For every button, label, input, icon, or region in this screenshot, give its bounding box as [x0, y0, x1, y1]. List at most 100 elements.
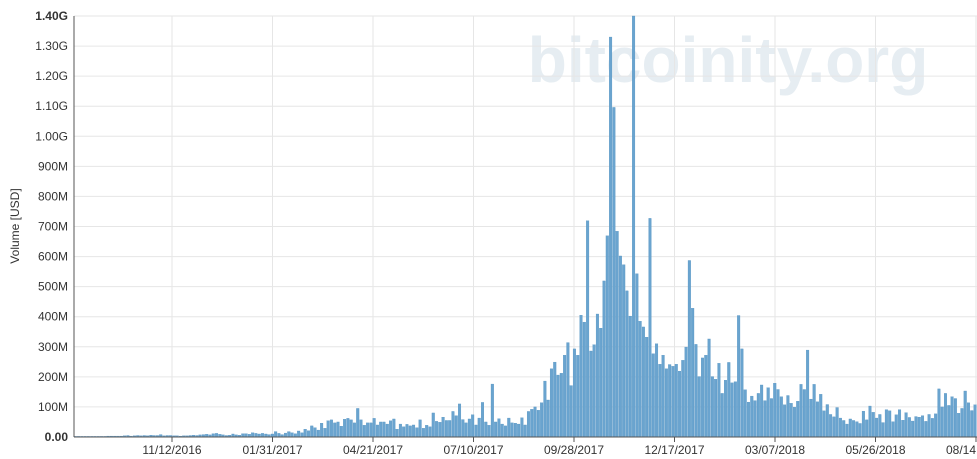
volume-bar	[336, 421, 340, 438]
volume-bar	[471, 414, 475, 438]
volume-bar	[507, 417, 511, 438]
volume-bar	[435, 421, 439, 438]
volume-bar	[632, 15, 636, 438]
volume-bar	[737, 315, 741, 438]
volume-bar	[316, 429, 320, 438]
volume-bar	[937, 388, 941, 438]
volume-bar	[520, 417, 524, 438]
volume-bar	[283, 432, 287, 438]
volume-bar	[875, 417, 879, 438]
volume-bar	[753, 400, 757, 438]
volume-bar	[582, 321, 586, 438]
volume-bar	[530, 409, 534, 438]
volume-bar	[484, 421, 488, 438]
volume-bar	[595, 313, 599, 438]
volume-bar	[510, 422, 514, 438]
volume-bar	[277, 433, 281, 438]
volume-bar	[835, 407, 839, 438]
volume-bar	[523, 424, 527, 438]
volume-bar	[842, 420, 846, 438]
volume-bar	[586, 220, 590, 438]
volume-bar	[868, 405, 872, 438]
volume-bar	[756, 393, 760, 438]
volume-bar	[664, 368, 668, 438]
volume-bar	[274, 431, 278, 438]
volume-bar	[533, 406, 537, 438]
volume-bar	[566, 342, 570, 438]
volume-bar	[487, 425, 491, 438]
y-tick-label: 0.00	[45, 430, 69, 444]
volume-bar	[549, 368, 553, 438]
volume-bar	[313, 427, 317, 438]
volume-bar	[553, 361, 557, 438]
volume-bar	[366, 422, 370, 438]
volume-bar	[431, 412, 435, 438]
bar-series	[73, 15, 977, 438]
volume-bar	[451, 411, 455, 438]
volume-bar	[504, 425, 507, 438]
volume-bar	[819, 394, 823, 438]
volume-bar	[303, 429, 307, 438]
volume-bar	[714, 379, 718, 438]
watermark-text: bitcoinity.org	[528, 24, 929, 96]
volume-bar	[940, 406, 944, 438]
volume-bar	[927, 414, 931, 438]
volume-bar	[917, 416, 921, 438]
y-axis-title: Volume [USD]	[8, 188, 22, 263]
volume-bar	[740, 348, 744, 438]
volume-bar	[444, 420, 448, 438]
y-tick-label: 900M	[38, 159, 68, 173]
volume-bar	[832, 416, 836, 438]
volume-bar	[845, 423, 849, 438]
volume-bar	[730, 382, 734, 438]
volume-bar	[786, 395, 790, 438]
volume-bar	[825, 404, 829, 438]
volume-bar	[497, 418, 501, 438]
volume-bar	[421, 428, 425, 438]
volume-bar	[747, 401, 750, 438]
volume-bar	[671, 366, 675, 438]
volume-bar	[385, 423, 389, 438]
volume-bar	[661, 355, 665, 438]
volume-bar	[930, 418, 934, 438]
volume-bar	[306, 430, 310, 438]
volume-bar	[251, 432, 255, 438]
y-tick-label: 500M	[38, 280, 68, 294]
volume-bar	[960, 408, 964, 438]
volume-bar	[717, 363, 721, 438]
volume-bar	[838, 417, 842, 438]
y-tick-label: 200M	[38, 370, 68, 384]
volume-bar	[563, 355, 567, 438]
volume-bar	[779, 396, 783, 438]
volume-bar	[645, 337, 649, 438]
volume-bar	[412, 424, 416, 438]
volume-bar	[287, 431, 291, 438]
volume-bar	[720, 393, 724, 438]
volume-bar	[356, 408, 360, 438]
volume-bar	[901, 420, 905, 438]
volume-bar	[904, 412, 908, 438]
volume-bar	[500, 423, 504, 438]
volume-bar	[878, 414, 882, 438]
volume-bar	[963, 390, 967, 438]
x-tick-label: 07/10/2017	[443, 443, 503, 457]
x-axis-ticks: 11/12/2016 01/31/2017 04/21/2017 07/10/2017…	[142, 443, 976, 457]
volume-bar	[674, 364, 678, 438]
volume-bar	[884, 409, 888, 438]
volume-bar	[625, 290, 629, 438]
volume-bar	[694, 344, 698, 438]
y-tick-label: 400M	[38, 310, 68, 324]
y-tick-label: 1.00G	[35, 129, 68, 143]
volume-bar	[339, 426, 343, 438]
volume-bar	[743, 389, 747, 438]
volume-bar	[592, 344, 596, 438]
volume-bar	[389, 420, 393, 438]
volume-bar	[352, 422, 356, 438]
volume-bar	[517, 423, 521, 438]
volume-bar	[858, 423, 862, 438]
volume-bar	[967, 402, 970, 438]
volume-bar	[320, 423, 324, 438]
volume-bar	[329, 419, 333, 438]
volume-bar	[684, 346, 688, 438]
